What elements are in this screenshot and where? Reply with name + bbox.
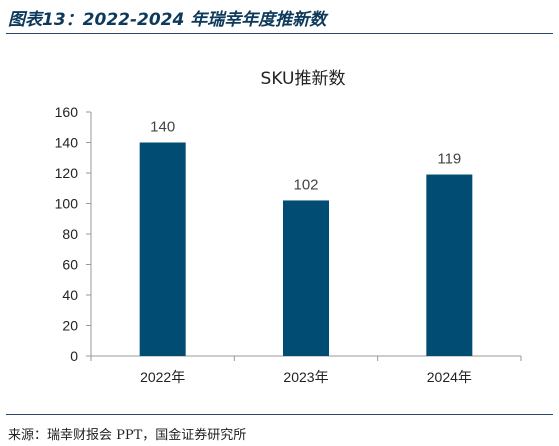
x-tick-label: 2023年 [283,369,328,385]
data-label: 119 [437,151,461,168]
y-tick-label: 60 [62,257,78,273]
chart-title: SKU推新数 [261,69,346,89]
y-tick-label: 120 [55,165,79,181]
data-label: 102 [293,176,318,193]
y-tick-label: 80 [62,226,78,242]
y-tick-label: 0 [70,348,78,364]
y-tick-label: 20 [62,318,78,334]
y-tick-label: 140 [55,135,79,151]
data-label: 140 [150,119,175,136]
y-tick-label: 160 [55,104,79,120]
y-tick-label: 40 [62,287,78,303]
source-note: 来源：瑞幸财报会 PPT，国金证券研究所 [8,428,247,443]
x-tick-label: 2024年 [427,369,472,385]
bar [283,200,329,356]
figure-title: 图表13：2022-2024 年瑞幸年度推新数 [8,10,327,30]
x-tick-label: 2022年 [140,369,185,385]
bar [139,142,186,356]
bar [426,174,473,356]
bottom-rule [6,414,553,415]
top-rule [6,33,553,34]
y-tick-label: 100 [55,196,79,212]
